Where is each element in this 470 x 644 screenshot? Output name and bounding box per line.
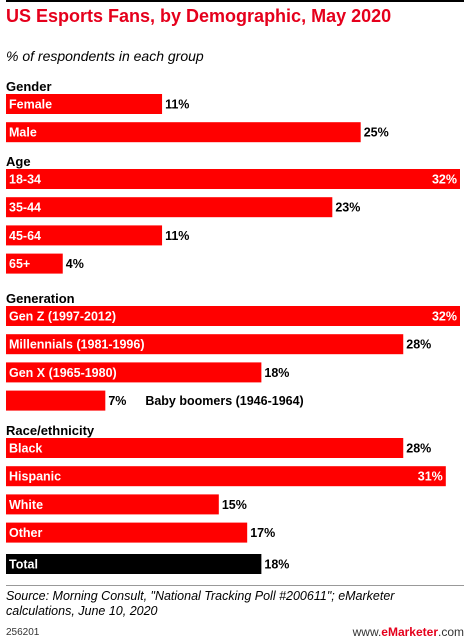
- value-label-baby-boomers-1946-1964: 7%: [108, 394, 126, 408]
- bar-label-millennials-1981-1996: Millennials (1981-1996): [9, 338, 144, 352]
- bar-label-other: Other: [9, 526, 42, 540]
- value-label-other: 17%: [250, 526, 275, 540]
- bar-female: [6, 94, 163, 114]
- bar-label-18-34: 18-34: [9, 173, 41, 187]
- value-label-female: 11%: [165, 98, 189, 112]
- source-note: Source: Morning Consult, "National Track…: [6, 589, 395, 618]
- bar-label-35-44: 35-44: [9, 201, 41, 215]
- section-race-ethnicity: Race/ethnicity: [6, 423, 95, 438]
- logo-brand: eMarketer: [381, 625, 438, 639]
- bar-label-65: 65+: [9, 257, 30, 271]
- bar-other: [6, 522, 248, 543]
- value-label-millennials-1981-1996: 28%: [406, 338, 431, 352]
- emarketer-logo: www.eMarketer.com: [353, 625, 464, 639]
- value-label-65: 4%: [66, 257, 84, 271]
- value-label-45-64: 11%: [165, 229, 189, 243]
- value-label-gen-z-1997-2012: 32%: [432, 310, 457, 324]
- chart-id: 256201: [6, 627, 40, 638]
- bar-gen-x-1965-1980: [6, 362, 262, 383]
- bar-label-gen-x-1965-1980: Gen X (1965-1980): [9, 366, 117, 380]
- bar-label-hispanic: Hispanic: [9, 470, 61, 484]
- section-age: Age: [6, 154, 31, 169]
- chart-subtitle: % of respondents in each group: [6, 48, 204, 64]
- bar-label-45-64: 45-64: [9, 229, 41, 243]
- value-label-hispanic: 31%: [418, 470, 443, 484]
- bar-label-total: Total: [9, 558, 38, 572]
- value-label-black: 28%: [406, 442, 431, 456]
- bar-label-black: Black: [9, 442, 42, 456]
- bar-45-64: [6, 225, 163, 246]
- bar-label-female: Female: [9, 98, 52, 112]
- value-label-18-34: 32%: [432, 173, 457, 187]
- bar-label-white: White: [9, 498, 43, 512]
- bar-65: [6, 253, 63, 274]
- chart-title: US Esports Fans, by Demographic, May 202…: [6, 6, 392, 26]
- bar-gen-z-1997-2012: [6, 306, 460, 326]
- value-label-35-44: 23%: [335, 201, 360, 215]
- bar-total: [6, 554, 262, 574]
- bar-label-baby-boomers-1946-1964: Baby boomers (1946-1964): [145, 394, 303, 408]
- value-label-gen-x-1965-1980: 18%: [264, 366, 289, 380]
- top-rule: [6, 0, 464, 2]
- bar-35-44: [6, 197, 333, 218]
- value-label-white: 15%: [222, 498, 247, 512]
- section-generation: Generation: [6, 291, 75, 306]
- logo-suffix: .com: [437, 625, 464, 639]
- bar-label-gen-z-1997-2012: Gen Z (1997-2012): [9, 310, 116, 324]
- bar-black: [6, 438, 404, 458]
- bar-18-34: [6, 169, 460, 189]
- bar-male: [6, 122, 361, 143]
- bar-millennials-1981-1996: [6, 334, 404, 355]
- bar-label-male: Male: [9, 126, 37, 140]
- bottom-rule: [6, 585, 464, 586]
- bar-baby-boomers-1946-1964: [6, 390, 106, 411]
- section-gender: Gender: [6, 79, 52, 94]
- bar-white: [6, 494, 219, 515]
- bar-hispanic: [6, 466, 446, 487]
- value-label-total: 18%: [264, 558, 289, 572]
- logo-prefix: www.: [352, 625, 382, 639]
- value-label-male: 25%: [364, 126, 389, 140]
